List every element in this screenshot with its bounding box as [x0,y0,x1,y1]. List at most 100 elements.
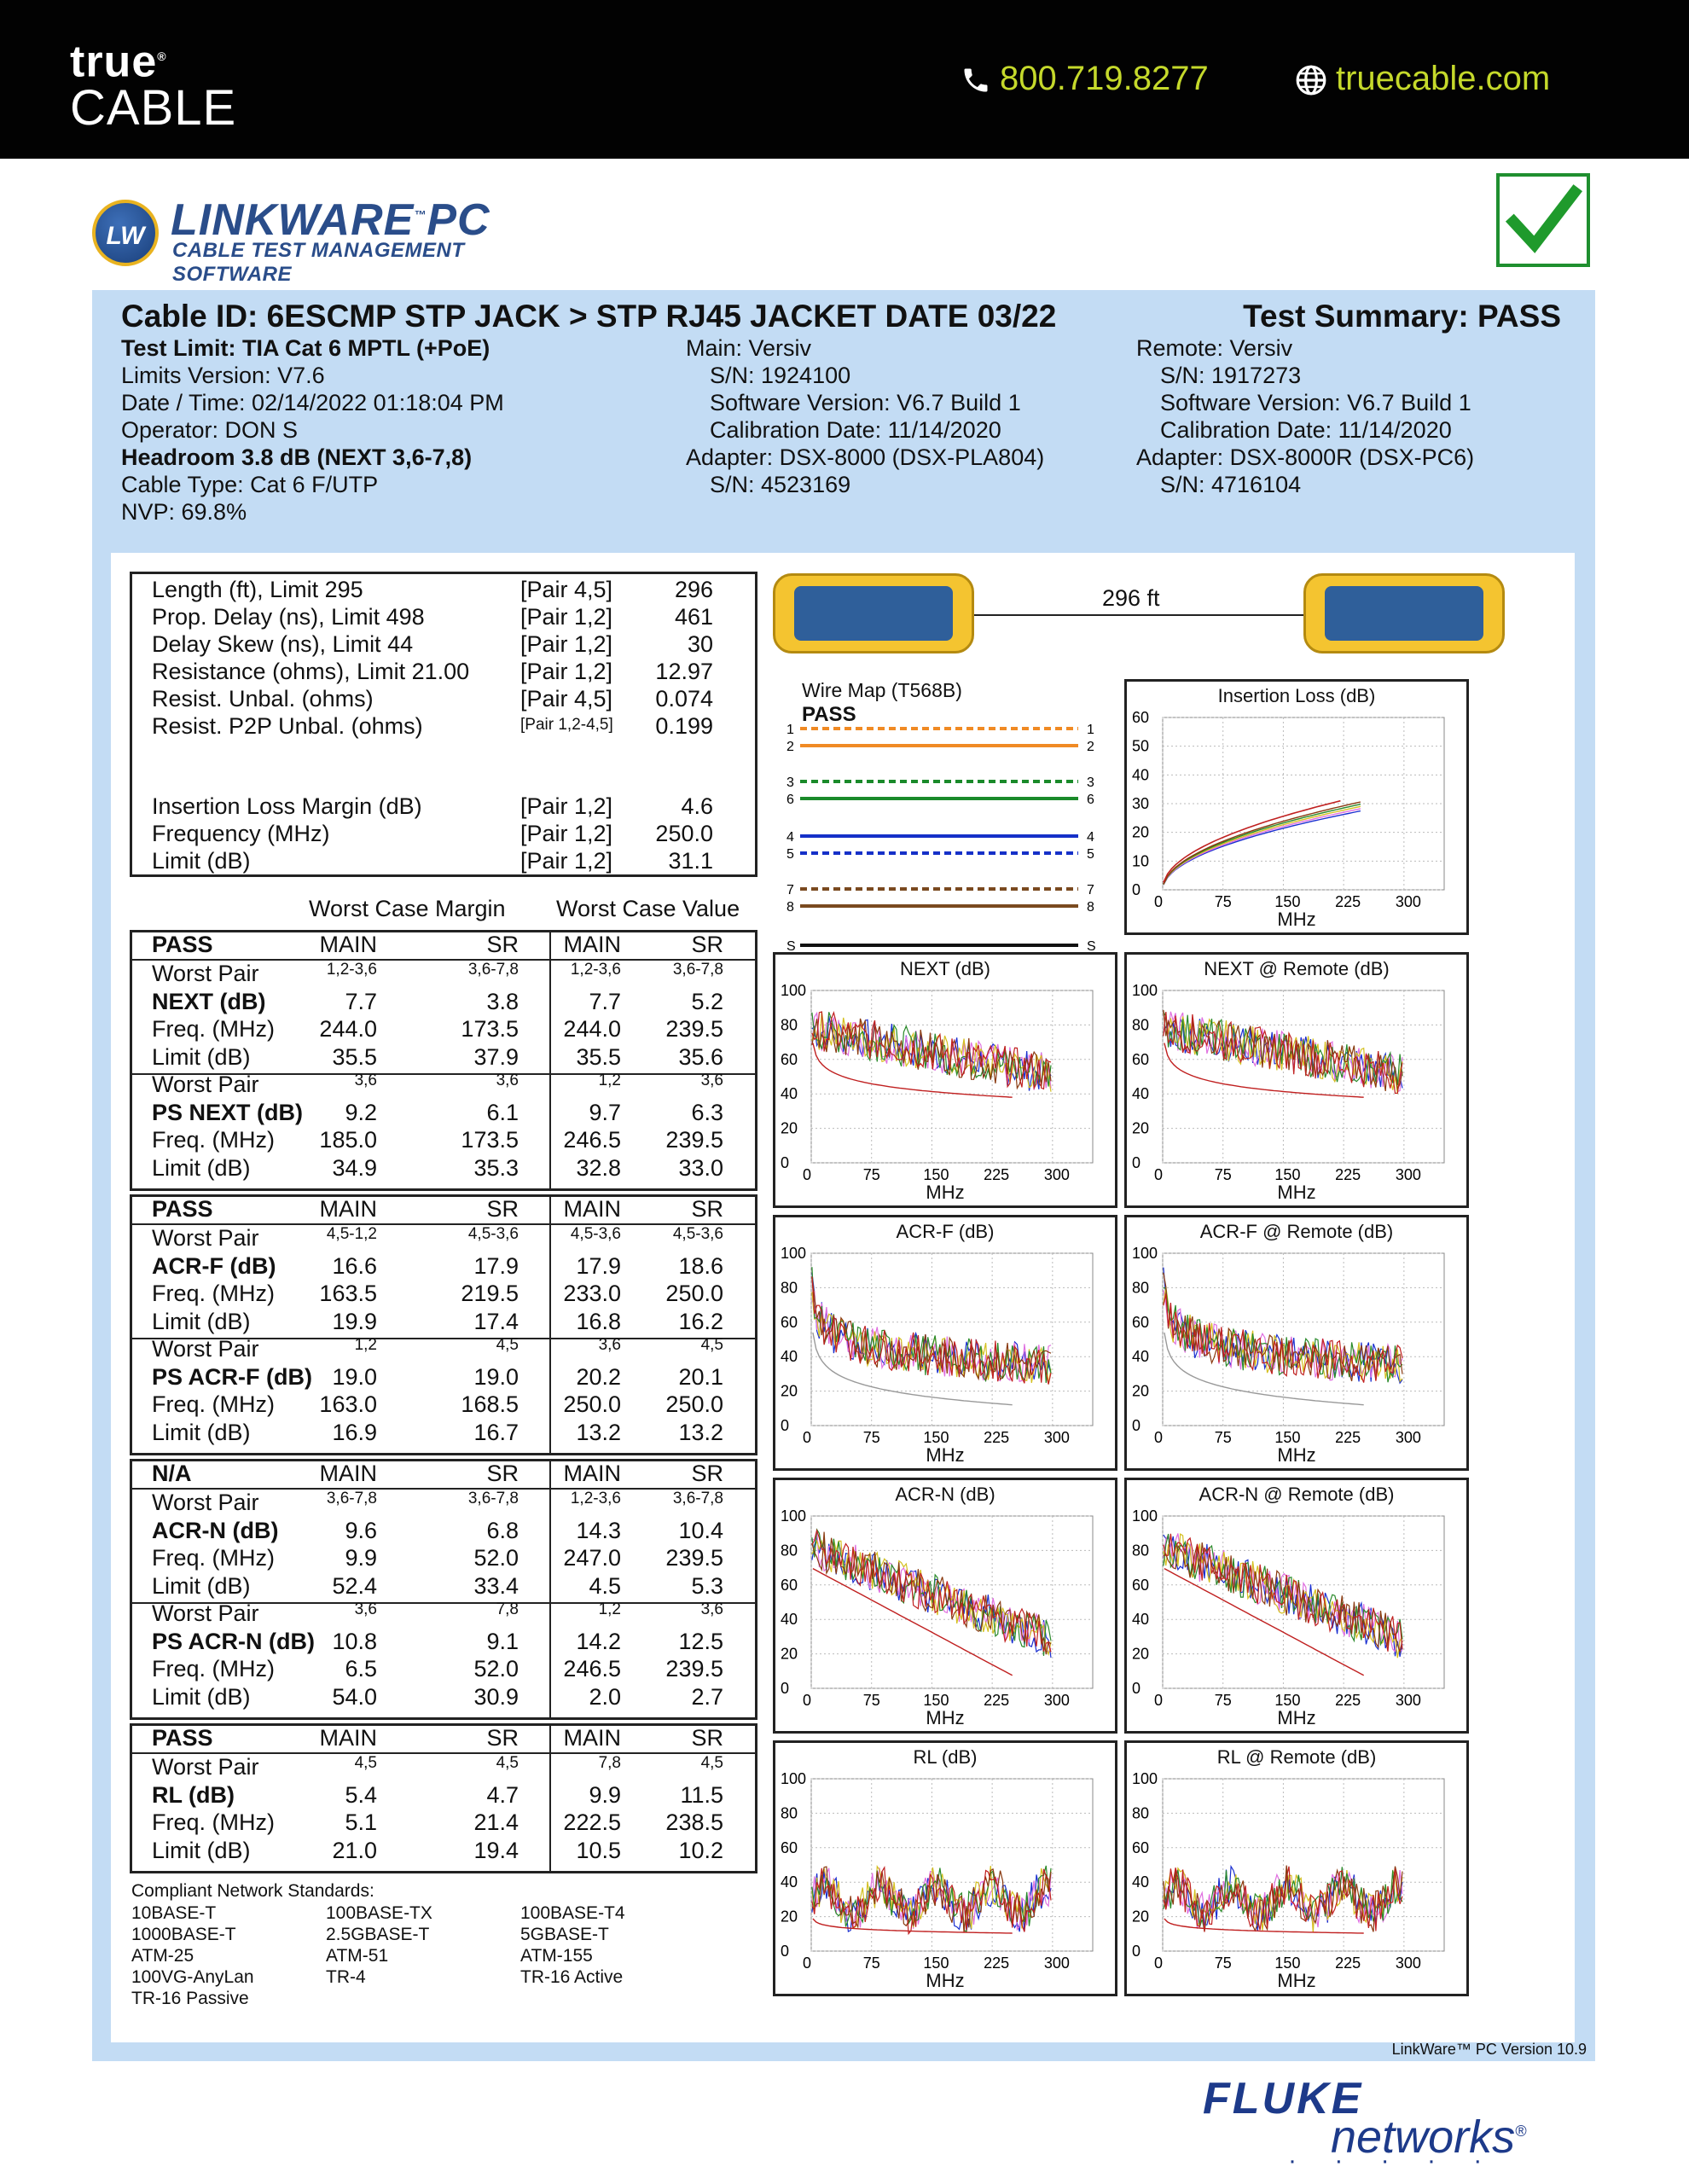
website-text: truecable.com [1336,60,1551,97]
x-tick-label: 75 [863,1429,880,1446]
row-label: Limit (dB) [152,1572,251,1599]
linkware-logo: LW LINKWARE™PC CABLE TEST MANAGEMENT SOF… [92,195,570,286]
row-label: Worst Pair [152,1600,259,1626]
row-value: 34.9 [332,1154,377,1181]
row-value: 9.6 [345,1517,377,1543]
x-tick-label: 225 [1335,1955,1361,1972]
wire-pin-right: S [1087,939,1096,954]
phone-icon [964,68,988,92]
row-value: 52.0 [473,1545,519,1571]
phone-link[interactable]: 800.719.8277 [961,60,1209,98]
y-tick-label: 80 [781,1804,798,1821]
x-tick-label: 225 [1335,1429,1361,1446]
website-link[interactable]: truecable.com [1295,60,1550,98]
row-value: 185.0 [319,1127,377,1153]
row-value: 3,6 [354,1072,377,1089]
x-tick-label: 75 [1215,893,1232,910]
row-label: Limit (dB) [152,1683,251,1710]
chart-title: ACR-N @ Remote (dB) [1199,1484,1395,1505]
chart-panel: NEXT (dB) MHz 100 80 60 40 20 0 0 75 150 225 300 [773,952,1117,1208]
header-main: Main: Versiv S/N: 1924100 Software Versi… [686,335,1045,497]
y-tick-label: 0 [781,1943,789,1960]
row-value: 54.0 [332,1683,377,1710]
row-label: Freq. (MHz) [152,1016,275,1042]
series-line [1163,801,1361,885]
row-label: Worst Pair [152,1072,259,1097]
wire-pin-right: 3 [1087,775,1094,790]
x-tick-label: 225 [1335,1692,1361,1709]
row-label: Worst Pair [152,1490,259,1515]
x-tick-label: 225 [1335,1166,1361,1183]
y-tick-label: 40 [1132,766,1149,783]
chart-title: RL @ Remote (dB) [1216,1746,1377,1768]
row-value: 14.3 [576,1517,621,1543]
row-value: 5.4 [345,1781,377,1808]
block-header-rule [130,1752,757,1754]
row-value: 21.4 [473,1809,519,1835]
fluke-networks-logo: FLUKE networks® · · · · · [1203,2074,1527,2175]
y-tick-label: 20 [1132,1383,1149,1400]
y-tick-label: 0 [1132,881,1141,898]
standard-item: ATM-25 [131,1946,194,1966]
row-value: 32.8 [576,1154,621,1181]
wire-pin-right: 1 [1087,723,1094,737]
section-rule [130,1073,757,1075]
summary-value: 461 [674,604,713,630]
standard-item: 2.5GBASE-T [326,1925,430,1944]
y-tick-label: 0 [1132,1943,1141,1960]
main-tester-icon-screen [794,586,953,641]
y-tick-label: 60 [1132,1839,1149,1856]
row-label: NEXT (dB) [152,988,266,1014]
row-value: 3,6-7,8 [672,961,723,979]
x-tick-label: 75 [1215,1692,1232,1709]
row-value: 30.9 [473,1683,519,1710]
row-value: 13.2 [576,1419,621,1445]
row-value: 13.2 [678,1419,723,1445]
y-tick-label: 40 [781,1611,798,1628]
series-line [812,1332,1013,1406]
column-header: SR [486,1461,519,1486]
summary-label: Prop. Delay (ns), Limit 498 [152,604,425,630]
y-tick-label: 80 [1132,1279,1149,1296]
chart-plot: 100 80 60 40 20 00 75 150 225 300 [1132,1245,1445,1446]
standard-item: ATM-51 [326,1946,389,1966]
chart-x-label: MHz [1277,1707,1316,1728]
row-value: 3,6 [700,1600,723,1618]
row-label: PS NEXT (dB) [152,1099,304,1125]
row-value: 246.5 [563,1127,621,1153]
summary-pair: [Pair 1,2-4,5] [520,716,613,734]
y-tick-label: 80 [781,1279,798,1296]
y-tick-label: 40 [781,1873,798,1891]
row-value: 2.0 [589,1683,621,1710]
row-value: 4,5 [354,1754,377,1772]
x-tick-label: 225 [984,1166,1009,1183]
y-tick-label: 100 [1132,1245,1158,1262]
column-header: SR [486,1725,519,1751]
row-value: 239.5 [665,1127,723,1153]
y-tick-label: 0 [1132,1417,1141,1434]
block-header-rule [130,1488,757,1490]
chart-title: ACR-F (dB) [896,1221,995,1242]
row-value: 10.2 [678,1837,723,1863]
row-label: Worst Pair [152,961,259,986]
chart-title: NEXT @ Remote (dB) [1204,958,1390,979]
wiremap-status: PASS [802,703,856,726]
chart-panel: Insertion Loss (dB) MHz 60 50 40 30 20 10 0 0 75 15… [1124,679,1469,935]
series-line [1164,1567,1365,1676]
row-value: 20.1 [678,1363,723,1390]
x-tick-label: 150 [923,1429,949,1446]
series-line [812,1567,1013,1676]
wiremap-title: Wire Map (T568B) [802,679,962,701]
y-tick-label: 100 [1132,1770,1158,1787]
row-value: 11.5 [680,1781,723,1808]
row-value: 4,5-3,6 [570,1225,621,1243]
result-block [130,1723,757,1873]
standard-item: ATM-155 [520,1946,593,1966]
x-tick-label: 0 [1154,1429,1163,1446]
y-tick-label: 0 [781,1417,789,1434]
column-header: SR [486,932,519,957]
series-line [811,1276,1052,1385]
row-value: 3,6-7,8 [326,1490,377,1507]
chart-x-label: MHz [926,1970,965,1991]
row-value: 21.0 [332,1837,377,1863]
